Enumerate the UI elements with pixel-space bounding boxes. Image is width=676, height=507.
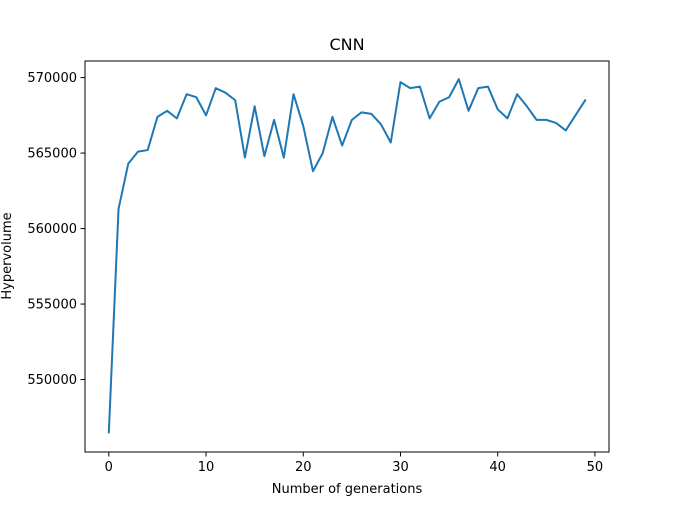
y-tick-label: 565000: [27, 147, 77, 162]
series-line: [107, 78, 587, 434]
x-tick-label: 0: [105, 460, 113, 475]
x-tick-label: 10: [198, 460, 215, 475]
y-axis-label: Hypervolume: [0, 212, 15, 299]
y-tick-label: 570000: [27, 71, 77, 86]
x-tick-label: 20: [295, 460, 312, 475]
x-tick-label: 40: [489, 460, 506, 475]
x-axis-label: Number of generations: [272, 482, 423, 497]
chart-title: CNN: [329, 35, 364, 54]
plot-area: 0 10 20 30 40 50 550000 555000 560000 565000 57000…: [27, 60, 610, 475]
y-tick-label: 550000: [27, 373, 77, 388]
y-tick-label: 560000: [27, 222, 77, 237]
y-tick-label: 555000: [27, 298, 77, 313]
x-tick-label: 50: [587, 460, 604, 475]
x-tick-label: 30: [392, 460, 409, 475]
plot-frame: [84, 60, 610, 453]
